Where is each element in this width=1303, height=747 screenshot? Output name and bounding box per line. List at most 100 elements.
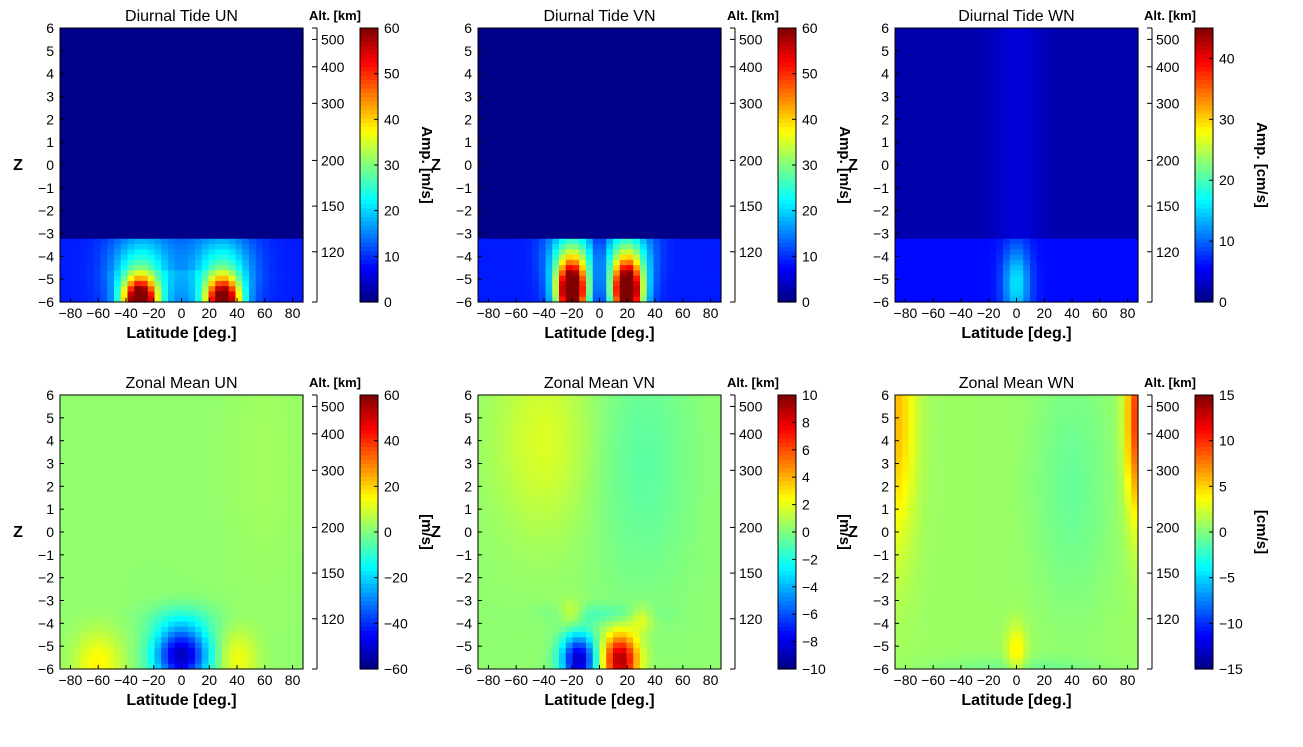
heatmap-cell <box>660 270 668 277</box>
heatmap-cell <box>195 228 203 235</box>
heatmap-cell <box>269 265 277 271</box>
heatmap-cell <box>242 91 250 98</box>
heatmap-cell <box>498 75 506 82</box>
heatmap-cell <box>107 159 115 166</box>
heatmap-cell <box>538 275 547 282</box>
heatmap-cell <box>222 91 230 98</box>
heatmap-cell <box>1003 133 1011 140</box>
heatmap-cell <box>282 196 291 203</box>
heatmap-cell <box>478 259 486 266</box>
heatmap-cell <box>935 296 943 303</box>
heatmap-cell <box>1009 186 1018 192</box>
heatmap-cell <box>242 117 250 124</box>
heatmap-cell <box>895 91 903 98</box>
heatmap-cell <box>228 228 237 235</box>
heatmap-cell <box>484 270 493 277</box>
heatmap-cell <box>147 270 156 277</box>
heatmap-cell <box>572 222 580 229</box>
heatmap-cell <box>1016 49 1024 55</box>
heatmap-cell <box>208 296 216 303</box>
heatmap-cell <box>996 175 1004 182</box>
heatmap-cell <box>127 259 135 266</box>
heatmap-cell <box>114 80 122 87</box>
heatmap-cell <box>901 49 910 55</box>
heatmap-cell <box>80 101 88 108</box>
heatmap-cell <box>989 222 997 229</box>
heatmap-cell <box>484 75 493 82</box>
heatmap-cell <box>60 170 68 177</box>
x-axis-label: Latitude [deg.] <box>544 325 654 342</box>
heatmap-cell <box>606 149 614 156</box>
heatmap-cell <box>619 186 628 192</box>
heatmap-cell <box>640 244 648 250</box>
heatmap-cell <box>962 70 970 77</box>
heatmap-cell <box>572 270 580 277</box>
heatmap-cell <box>134 43 142 50</box>
heatmap-cell <box>114 175 122 182</box>
heatmap-cell <box>249 170 257 177</box>
heatmap-cell <box>538 212 547 219</box>
heatmap-cell <box>1003 296 1011 303</box>
heatmap-cell <box>707 265 715 271</box>
heatmap-cell <box>181 54 189 61</box>
heatmap-cell <box>700 54 709 61</box>
heatmap-cell <box>694 91 702 98</box>
heatmap-cell <box>66 201 75 208</box>
heatmap-cell <box>255 133 264 140</box>
heatmap-cell <box>255 33 264 40</box>
heatmap-cell <box>908 207 916 214</box>
heatmap-cell <box>87 254 95 261</box>
heatmap-cell <box>1003 196 1011 203</box>
heatmap-cell <box>653 107 661 113</box>
heatmap-cell <box>289 143 297 150</box>
heatmap-cell <box>1016 117 1024 124</box>
heatmap-cell <box>908 128 916 134</box>
heatmap-cell <box>188 201 196 208</box>
heatmap-cell <box>572 238 580 245</box>
heatmap-cell <box>498 207 506 214</box>
heatmap-cell <box>505 275 513 282</box>
heatmap-cell <box>545 238 553 245</box>
heatmap-cell <box>599 249 607 256</box>
heatmap-cell <box>269 33 277 40</box>
heatmap-cell <box>922 138 930 145</box>
heatmap-cell <box>955 138 964 145</box>
heatmap-cell <box>195 254 203 261</box>
heatmap-cell <box>181 38 189 45</box>
heatmap-cell <box>572 286 580 293</box>
heatmap-cell <box>579 64 587 71</box>
heatmap-cell <box>694 244 702 250</box>
heatmap-cell <box>928 159 937 166</box>
heatmap-cell <box>100 96 108 103</box>
heatmap-cell <box>208 238 216 245</box>
colorbar-segment <box>778 246 796 252</box>
heatmap-cell <box>559 244 567 250</box>
heatmap-cell <box>141 38 149 45</box>
heatmap-cell <box>505 286 513 293</box>
heatmap-cell <box>255 296 264 303</box>
heatmap-cell <box>491 143 499 150</box>
heatmap-cell <box>714 154 722 161</box>
heatmap-cell <box>572 249 580 256</box>
heatmap-cell <box>80 228 88 235</box>
heatmap-cell <box>484 291 493 298</box>
heatmap-cell <box>195 59 203 66</box>
heatmap-cell <box>141 249 149 256</box>
heatmap-cell <box>579 249 587 256</box>
heatmap-cell <box>93 165 102 171</box>
heatmap-cell <box>484 212 493 219</box>
heatmap-cell <box>680 165 688 171</box>
heatmap-cell <box>478 254 486 261</box>
heatmap-cell <box>996 286 1004 293</box>
heatmap-cell <box>107 280 115 287</box>
heatmap-cell <box>289 133 297 140</box>
heatmap-cell <box>120 191 129 198</box>
heatmap-cell <box>1009 249 1018 256</box>
heatmap-cell <box>208 154 216 161</box>
heatmap-cell <box>93 275 102 282</box>
heatmap-cell <box>565 149 574 156</box>
heatmap-cell <box>962 265 970 271</box>
heatmap-cell <box>707 128 715 134</box>
heatmap-cell <box>942 280 950 287</box>
heatmap-cell <box>255 291 264 298</box>
